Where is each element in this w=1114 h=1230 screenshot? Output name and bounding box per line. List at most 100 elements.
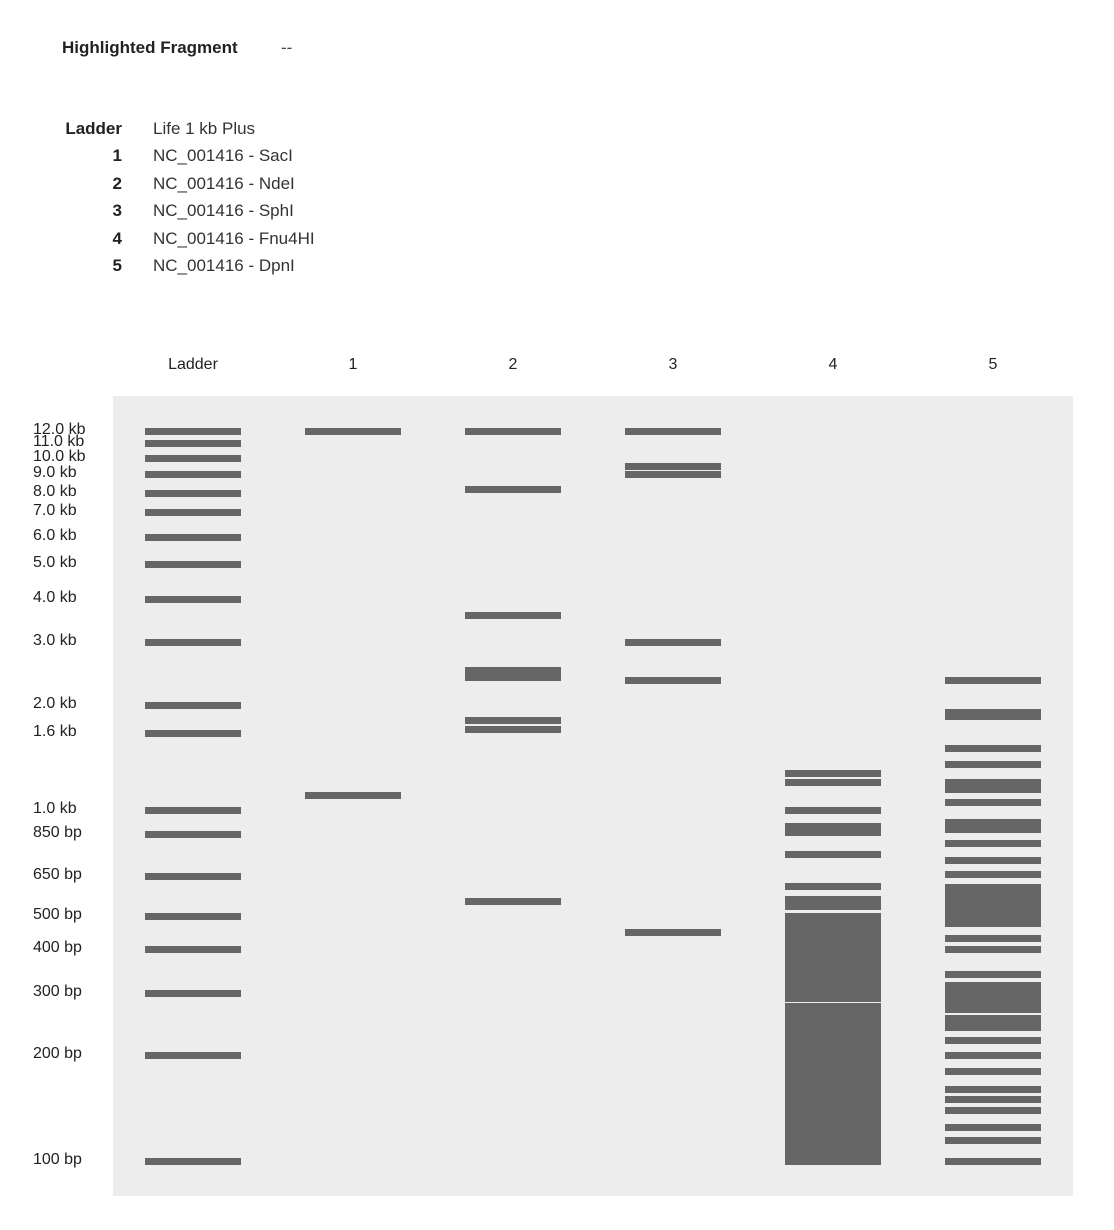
lane-5-band[interactable] [945, 825, 1041, 833]
lane-5-band[interactable] [945, 1037, 1041, 1045]
lane-5-band[interactable] [945, 778, 1041, 786]
lane-1-band[interactable] [305, 792, 401, 800]
lane-5-smear [945, 884, 1041, 927]
lane-4-band[interactable] [785, 850, 881, 858]
lane-5-band[interactable] [945, 1086, 1041, 1094]
ladder-size-label: 500 bp [33, 906, 82, 923]
lane-4-band[interactable] [785, 902, 881, 910]
ladder-size-label: 5.0 kb [33, 554, 77, 571]
lane-5-band[interactable] [945, 1106, 1041, 1114]
lane-5-band[interactable] [945, 1052, 1041, 1059]
lane-5-band[interactable] [945, 1006, 1041, 1014]
ladder-size-label: 4.0 kb [33, 589, 77, 606]
lane-4-band[interactable] [785, 822, 881, 830]
lane-3-band[interactable] [625, 471, 721, 478]
lane-5-band[interactable] [945, 760, 1041, 768]
legend-key: 1 [112, 146, 122, 166]
ladder-size-label: 850 bp [33, 824, 82, 841]
lane-4-band[interactable] [785, 882, 881, 890]
lane-2-band[interactable] [465, 486, 561, 494]
ladder-band[interactable] [145, 561, 241, 568]
ladder-band[interactable] [145, 440, 241, 447]
lane-5-band[interactable] [945, 856, 1041, 864]
lane-5-band[interactable] [945, 935, 1041, 943]
lane-5-band[interactable] [945, 870, 1041, 878]
lane-3-band[interactable] [625, 676, 721, 684]
legend-value: NC_001416 - SacI [153, 146, 293, 166]
legend-value: NC_001416 - Fnu4HI [153, 228, 315, 248]
lane-5-smear [945, 1015, 1041, 1031]
legend-row-4: 4 NC_001416 - Fnu4HI [0, 229, 600, 256]
lane-5-band[interactable] [945, 946, 1041, 953]
ladder-band[interactable] [145, 471, 241, 478]
lane-5-band[interactable] [945, 713, 1041, 721]
lane-5-band[interactable] [945, 1158, 1041, 1165]
ladder-band[interactable] [145, 831, 241, 838]
ladder-band[interactable] [145, 702, 241, 709]
lane-4-band[interactable] [785, 895, 881, 903]
ladder-band[interactable] [145, 1158, 241, 1165]
ladder-band[interactable] [145, 730, 241, 737]
legend-key: 2 [112, 173, 122, 193]
lane-3-band[interactable] [625, 462, 721, 470]
ladder-size-label: 7.0 kb [33, 502, 77, 519]
lane-4-smear [785, 1003, 881, 1164]
legend-row-3: 3 NC_001416 - SphI [0, 201, 600, 228]
ladder-band[interactable] [145, 990, 241, 997]
ladder-band[interactable] [145, 1052, 241, 1059]
lane-1-band[interactable] [305, 428, 401, 435]
lane-2-band[interactable] [465, 673, 561, 681]
lane-2-band[interactable] [465, 898, 561, 906]
lane-5-band[interactable] [945, 1095, 1041, 1103]
lane-5-band[interactable] [945, 840, 1041, 848]
ladder-band[interactable] [145, 596, 241, 603]
lane-3-band[interactable] [625, 428, 721, 435]
ladder-size-label: 100 bp [33, 1151, 82, 1168]
highlighted-fragment-value: -- [281, 38, 293, 57]
lane-5-band[interactable] [945, 709, 1041, 717]
legend-value: NC_001416 - NdeI [153, 173, 295, 193]
lane-5-band[interactable] [945, 1068, 1041, 1076]
lane-title-2: 2 [508, 356, 518, 373]
ladder-band[interactable] [145, 428, 241, 435]
lane-4-band[interactable] [785, 770, 881, 778]
ladder-band[interactable] [145, 490, 241, 497]
lane-5-band[interactable] [945, 799, 1041, 807]
ladder-band[interactable] [145, 455, 241, 462]
ladder-band[interactable] [145, 807, 241, 814]
ladder-band[interactable] [145, 913, 241, 920]
lane-4-band[interactable] [785, 778, 881, 786]
legend-key: Ladder [65, 119, 122, 138]
ladder-band[interactable] [145, 509, 241, 516]
lane-title-1: 1 [348, 356, 358, 373]
lane-4-band[interactable] [785, 829, 881, 837]
legend-key: 4 [112, 228, 122, 248]
legend-value: Life 1 kb Plus [153, 119, 256, 138]
lane-5-band[interactable] [945, 676, 1041, 684]
legend-row-ladder: Ladder Life 1 kb Plus [0, 119, 600, 146]
ladder-band[interactable] [145, 639, 241, 646]
lane-5-smear [945, 982, 1041, 1008]
ladder-band[interactable] [145, 534, 241, 541]
lane-4-smear [785, 913, 881, 1000]
highlighted-fragment-label: Highlighted Fragment [62, 38, 238, 57]
lane-5-band[interactable] [945, 785, 1041, 793]
lane-2-band[interactable] [465, 428, 561, 435]
ladder-size-label: 650 bp [33, 866, 82, 883]
ladder-size-label: 6.0 kb [33, 527, 77, 544]
ladder-size-label: 12.0 kb [33, 421, 86, 438]
lane-5-band[interactable] [945, 819, 1041, 827]
lane-5-band[interactable] [945, 1123, 1041, 1131]
lane-2-band[interactable] [465, 725, 561, 733]
lane-5-band[interactable] [945, 970, 1041, 978]
lane-5-band[interactable] [945, 744, 1041, 752]
lane-3-band[interactable] [625, 928, 721, 936]
lane-5-band[interactable] [945, 1136, 1041, 1144]
lane-2-band[interactable] [465, 611, 561, 619]
ladder-band[interactable] [145, 873, 241, 880]
lane-2-band[interactable] [465, 717, 561, 725]
lane-3-band[interactable] [625, 639, 721, 646]
lane-2-band[interactable] [465, 667, 561, 675]
ladder-band[interactable] [145, 946, 241, 953]
lane-4-band[interactable] [785, 807, 881, 814]
